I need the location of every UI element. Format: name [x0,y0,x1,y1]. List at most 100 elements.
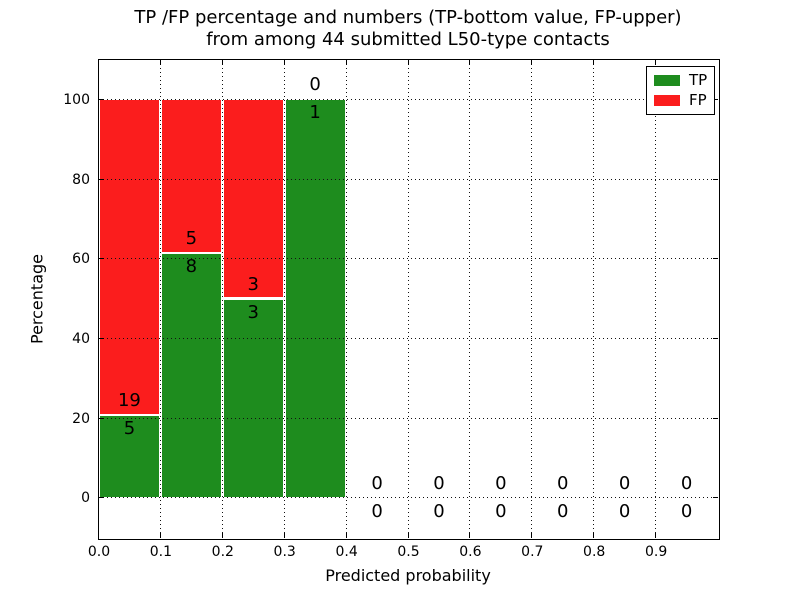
y-tick-mark-right [712,337,718,339]
x-tick-mark [593,532,595,538]
legend-swatch-tp [654,75,680,87]
x-tick-label: 0.5 [397,544,420,560]
gridline-vertical [407,59,409,539]
x-tick-label: 0.6 [459,544,482,560]
x-tick-mark [655,532,657,538]
fp-count-label: 0 [495,472,507,494]
x-tick-label: 0.9 [644,544,668,560]
bar-tp-segment [160,252,222,498]
gridline-vertical [531,59,533,539]
legend: TP FP [646,66,715,115]
gridline-vertical [345,59,347,539]
x-tick-label: 0.2 [211,544,234,560]
fp-count-label: 3 [247,273,259,295]
x-tick-mark-top [345,59,347,65]
bar-fp-segment [160,99,222,253]
bar-tp-segment [222,298,284,498]
legend-label: TP [689,71,708,90]
y-tick-mark-right [712,417,718,419]
x-tick-mark [469,532,471,538]
gridline-vertical [469,59,471,539]
legend-item: TP [654,73,707,88]
legend-label: FP [689,90,707,109]
tp-count-label: 8 [185,255,198,277]
gridline-horizontal [98,497,719,499]
fp-count-label: 19 [117,389,141,411]
chart-title-line2: from among 44 submitted L50-type contact… [206,29,610,50]
chart-title-line1: TP /FP percentage and numbers (TP-bottom… [134,7,682,28]
bar-tp-segment [99,414,160,498]
x-tick-label: 0.7 [521,544,544,560]
gridline-vertical [159,59,161,539]
y-tick-label: 40 [72,330,90,347]
x-tick-mark-top [221,59,223,65]
gridline-vertical [593,59,595,539]
tp-count-label: 0 [433,500,445,522]
x-tick-mark [283,532,285,538]
plot-area: 19 5 5 8 3 3 0 1 0 0 0 0 0 0 0 0 0 0 0 0 [97,58,720,540]
x-tick-mark-top [531,59,533,65]
x-tick-mark-top [283,59,285,65]
x-tick-mark-top [593,59,595,65]
gridline-vertical [283,59,285,539]
y-tick-label: 20 [72,410,90,427]
y-tick-mark [98,178,104,180]
gridline-horizontal [98,258,719,260]
fp-count-label: 0 [680,472,693,494]
y-tick-label: 80 [72,171,90,188]
y-tick-mark [98,497,104,499]
x-tick-mark-top [98,59,99,65]
x-tick-mark [221,532,223,538]
x-axis-label: Predicted probability [325,566,491,585]
y-tick-label: 100 [63,91,90,108]
y-tick-label: 0 [81,490,90,507]
gridline-horizontal [98,178,719,180]
fp-count-label: 0 [371,472,383,494]
y-tick-mark [98,337,104,339]
x-tick-label: 0.4 [335,544,358,560]
x-tick-mark-top [469,59,471,65]
x-tick-label: 0.0 [87,544,111,560]
bar-fp-segment [99,99,160,415]
tp-count-label: 1 [309,102,321,124]
gridline-vertical [655,59,657,539]
x-tick-mark [531,532,533,538]
tp-count-label: 0 [495,500,507,522]
x-tick-mark-top [159,59,161,65]
x-tick-mark-top [407,59,409,65]
y-tick-mark-right [712,178,718,180]
tp-count-label: 0 [618,500,631,522]
gridline-vertical [221,59,223,539]
bar-tp-segment [284,99,346,498]
x-tick-mark [407,532,409,538]
fp-count-label: 0 [433,472,445,494]
x-tick-mark [345,532,347,538]
gridline-horizontal [98,98,719,100]
legend-item: FP [654,90,707,109]
tp-count-label: 0 [557,500,569,522]
tp-count-label: 3 [247,301,259,323]
y-tick-mark-right [712,497,718,499]
y-tick-mark-right [712,258,718,260]
bar-fp-segment [222,99,284,299]
y-tick-mark [98,417,104,419]
x-tick-label: 0.1 [149,544,173,560]
fp-count-label: 0 [557,472,569,494]
y-tick-label: 60 [72,251,90,268]
chart-title: TP /FP percentage and numbers (TP-bottom… [134,7,681,51]
x-tick-mark [98,532,99,538]
y-tick-mark [98,98,104,100]
x-tick-mark-top [655,59,657,65]
fp-count-label: 0 [309,74,321,96]
tp-count-label: 5 [123,417,136,439]
x-tick-mark [159,532,161,538]
fp-count-label: 5 [185,227,198,249]
y-tick-mark [98,258,104,260]
fp-count-label: 0 [618,472,631,494]
legend-swatch-fp [654,94,680,106]
x-tick-label: 0.8 [583,544,606,560]
gridline-horizontal [98,337,719,339]
tp-count-label: 0 [680,500,693,522]
x-tick-label: 0.3 [273,544,296,560]
